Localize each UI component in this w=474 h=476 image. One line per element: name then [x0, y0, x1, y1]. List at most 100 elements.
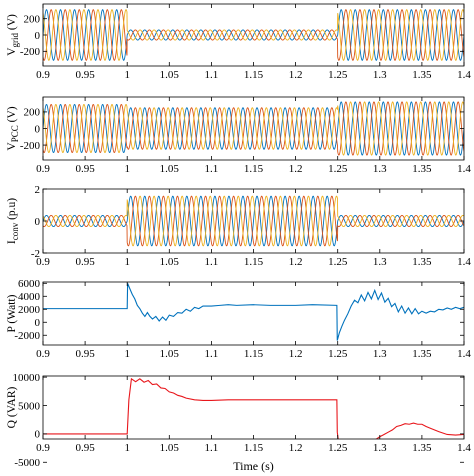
x-tick-label: 1 [124, 348, 130, 360]
axes-box [42, 375, 465, 440]
x-tick-label: 1.1 [205, 256, 219, 268]
y-tick-label: -200 [20, 140, 41, 152]
y-tick-label: -2 [31, 248, 40, 260]
y-tick-label: 0 [35, 317, 41, 329]
y-axis-label: P (Watt) [6, 294, 18, 332]
x-tick-label: 1.25 [328, 69, 348, 81]
x-tick-label: 1.05 [160, 348, 180, 360]
phase-1-line [43, 101, 464, 156]
panel-power_p: 0.9 0.95 1 1.05 1.1 1.15 1.2 1.25 1.3 1.35 1.4 -200… [6, 278, 471, 360]
plot-area-iconv [43, 195, 464, 247]
x-tick-label: 1 [124, 69, 130, 81]
x-tick-label: 0.9 [36, 256, 50, 268]
x-tick-label: 1.05 [160, 163, 180, 175]
x-tick-label: 1.4 [457, 348, 471, 360]
x-tick-label: 1.2 [289, 442, 303, 454]
y-tick-label: 200 [24, 13, 41, 25]
x-tick-label: 1.35 [412, 69, 432, 81]
power_p-line [43, 283, 464, 341]
y-axis-label: Iconv (p.u) [6, 198, 20, 244]
y-tick-label: 4000 [18, 291, 41, 303]
x-tick-label: 1.1 [205, 69, 219, 81]
x-tick-label: 1.1 [205, 163, 219, 175]
phase-2-line [43, 9, 464, 61]
x-tick-label: 1.2 [289, 69, 303, 81]
x-tick-label: 1.25 [328, 256, 348, 268]
x-tick-label: 1.15 [244, 163, 264, 175]
y-tick-label: 0 [35, 216, 41, 228]
x-tick-label: 1.3 [373, 69, 387, 81]
x-tick-label: 1 [124, 442, 130, 454]
y-tick-label: 0 [35, 429, 41, 441]
phase-3-line [43, 9, 464, 61]
y-tick-label: 2000 [18, 304, 41, 316]
phase-3-line [43, 195, 464, 247]
panel-power_q: 0.9 0.95 1 1.05 1.1 1.15 1.2 1.25 1.3 1.35 1.4 -500… [6, 372, 471, 473]
x-tick-label: 0.9 [36, 348, 50, 360]
y-tick-label: -200 [20, 46, 41, 58]
x-tick-label: 1.3 [373, 348, 387, 360]
y-tick-label: 2 [35, 184, 41, 196]
x-tick-label: 1.3 [373, 442, 387, 454]
x-tick-label: 1.2 [289, 163, 303, 175]
x-tick-label: 1.1 [205, 348, 219, 360]
x-tick-label: 1.3 [373, 163, 387, 175]
panel-vpcc: 0.9 0.95 1 1.05 1.1 1.15 1.2 1.25 1.3 1.35 1.4 -200… [6, 96, 471, 175]
y-tick-label: 6000 [18, 278, 41, 290]
x-tick-label: 0.95 [75, 69, 95, 81]
phase-3-line [43, 101, 464, 156]
plot-area-vgrid [43, 9, 464, 61]
x-tick-label: 1.15 [244, 69, 264, 81]
panel-vgrid: 0.9 0.95 1 1.05 1.1 1.15 1.2 1.25 1.3 1.35 1.4 -200… [6, 3, 471, 81]
power_q-line [43, 377, 464, 439]
x-tick-label: 1 [124, 163, 130, 175]
x-tick-label: 0.95 [75, 348, 95, 360]
x-tick-label: 1.05 [160, 442, 180, 454]
phase-2-line [43, 195, 464, 247]
y-tick-label: 5000 [18, 400, 41, 412]
x-tick-label: 1.25 [328, 163, 348, 175]
phase-1-line [43, 9, 464, 61]
panel-iconv: 0.9 0.95 1 1.05 1.1 1.15 1.2 1.25 1.3 1.35 1.4 -2 0 2… [6, 184, 471, 268]
x-tick-label: 1.35 [412, 442, 432, 454]
y-axis-label: VPCC (V) [6, 106, 20, 150]
x-tick-label: 1.4 [457, 256, 471, 268]
x-axis-label: Time (s) [233, 459, 274, 473]
x-tick-label: 1.25 [328, 348, 348, 360]
y-axis-label: Q (VAR) [6, 387, 18, 429]
plot-area-power_p [43, 283, 464, 341]
y-tick-label: -2000 [14, 330, 40, 342]
x-tick-label: 1.4 [457, 69, 471, 81]
y-tick-label: 200 [24, 107, 41, 119]
x-tick-label: 1.05 [160, 69, 180, 81]
x-tick-label: 0.9 [36, 163, 50, 175]
x-tick-label: 1.35 [412, 163, 432, 175]
x-tick-label: 0.95 [75, 163, 95, 175]
y-tick-label: 10000 [13, 372, 41, 384]
x-tick-label: 1.05 [160, 256, 180, 268]
plot-area-vpcc [43, 101, 464, 156]
phase-1-line [43, 195, 464, 247]
y-axis-label: Vgrid (V) [6, 14, 20, 56]
plot-area-power_q [43, 377, 464, 439]
x-tick-label: 1.15 [244, 442, 264, 454]
x-tick-label: 1.15 [244, 256, 264, 268]
y-tick-label: 0 [35, 123, 41, 135]
x-tick-label: 1.25 [328, 442, 348, 454]
x-tick-label: 1.35 [412, 348, 432, 360]
x-tick-label: 0.95 [75, 256, 95, 268]
phase-2-line [43, 101, 464, 156]
x-tick-label: 0.95 [75, 442, 95, 454]
y-tick-label: -5000 [14, 457, 40, 469]
x-tick-label: 1 [124, 256, 130, 268]
x-tick-label: 0.9 [36, 442, 50, 454]
x-tick-label: 1.35 [412, 256, 432, 268]
x-tick-label: 1.1 [205, 442, 219, 454]
x-tick-label: 1.3 [373, 256, 387, 268]
y-tick-label: 0 [35, 30, 41, 42]
x-tick-label: 1.15 [244, 348, 264, 360]
x-tick-label: 1.4 [457, 442, 471, 454]
x-tick-label: 0.9 [36, 69, 50, 81]
x-tick-label: 1.2 [289, 348, 303, 360]
